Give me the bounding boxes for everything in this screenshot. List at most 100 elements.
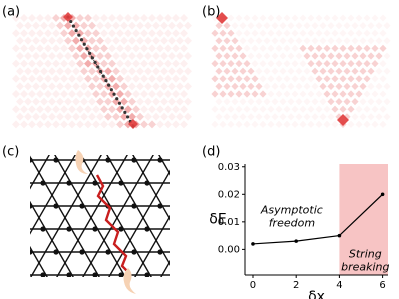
site [311,37,319,45]
site [247,37,255,45]
site [20,120,28,129]
site [275,90,283,98]
site [267,105,275,113]
site [144,21,152,30]
site [76,120,84,129]
site [247,82,255,90]
site [255,113,263,121]
site [100,59,108,68]
site [235,120,243,128]
site [52,29,60,38]
site [371,90,379,98]
site [100,105,108,114]
string [95,174,129,273]
site [383,22,391,30]
site [379,105,387,113]
site [215,52,223,60]
site [367,113,375,121]
panel-b [211,12,391,128]
site [108,59,116,68]
string-dot [85,47,89,51]
site [319,98,327,106]
site [323,44,331,52]
site [56,97,64,106]
site [383,37,391,45]
site [116,44,124,53]
site [32,52,40,60]
site [319,82,327,90]
site [28,120,36,129]
site [100,29,108,38]
site [80,97,88,106]
site [303,98,311,106]
site [251,90,259,98]
site [319,37,327,45]
site [283,90,291,98]
site [335,82,343,90]
site [32,21,40,30]
site [275,29,283,37]
site [259,29,267,37]
site [120,97,128,106]
site [168,112,176,121]
site [227,90,235,98]
site [164,120,172,129]
site [327,67,335,75]
site [112,112,120,121]
site [28,105,36,114]
string-dot [79,38,84,42]
site [235,105,243,113]
site [263,113,271,121]
panel-label: (a) [2,5,20,20]
site [80,21,88,30]
site [92,90,100,98]
site [303,67,311,75]
site [80,82,88,91]
site [299,105,307,113]
site [335,67,343,75]
site [371,29,379,37]
site [359,22,367,30]
panel-label: (d) [202,145,220,160]
site [223,113,231,121]
site [287,98,295,106]
site [271,37,279,45]
site [40,112,48,121]
site [172,14,180,22]
site [68,105,76,114]
site [299,120,307,128]
string-dot [125,115,130,119]
site [128,52,136,60]
site [223,67,231,75]
site [299,29,307,37]
site [251,75,259,83]
site [303,113,311,121]
site [295,52,303,60]
string-dot [96,65,100,69]
site [56,36,64,45]
site [36,29,44,38]
site [52,59,60,68]
site [148,44,156,53]
site [176,97,184,106]
site [116,14,124,22]
site [227,105,235,113]
site [172,29,180,38]
site [44,74,52,83]
point [251,242,255,246]
site [56,112,64,121]
site [243,75,251,83]
string-dot [123,110,127,114]
site [311,52,319,60]
x-tick-label: 0 [250,280,256,291]
y-tick-label: 0.03 [218,162,240,173]
site [339,90,347,98]
site [263,37,271,45]
site [96,52,104,60]
site [140,120,148,129]
site [24,82,32,91]
site [144,226,150,232]
site [157,157,163,163]
site [311,98,319,106]
site [383,52,391,60]
